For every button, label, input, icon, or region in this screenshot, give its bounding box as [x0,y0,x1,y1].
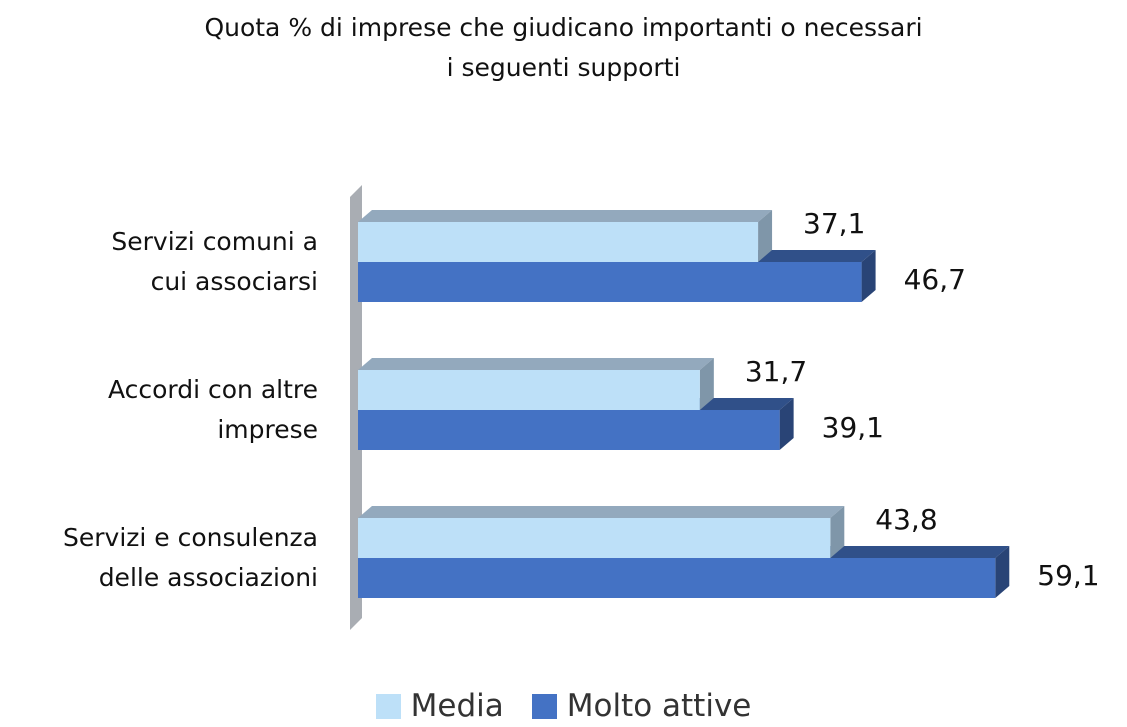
bar-side [779,398,794,450]
legend-item: Media [375,688,504,724]
bar-top [358,506,845,518]
value-label: 43,8 [875,503,937,536]
legend: Media Molto attive [0,688,1127,724]
bar-side [699,358,714,410]
bar-side [995,546,1010,598]
bar [358,222,759,262]
bar-top [358,358,714,370]
legend-swatch [531,693,557,719]
bar [358,518,831,558]
value-label: 59,1 [1037,559,1099,592]
bar-side [830,506,845,558]
value-label: 46,7 [904,263,966,296]
legend-item: Molto attive [531,688,752,724]
legend-label: Molto attive [566,688,752,724]
category-label: Servizi comuni a cui associarsi [111,227,318,296]
legend-label: Media [410,688,504,724]
chart-title: Quota % di imprese che giudicano importa… [204,13,923,82]
bar [358,262,862,302]
value-label: 37,1 [803,207,865,240]
legend-swatch [375,693,401,719]
value-label: 31,7 [745,355,807,388]
bar-top [358,210,773,222]
value-label: 39,1 [822,411,884,444]
bar-side [758,210,773,262]
category-label: Servizi e consulenza delle associazioni [63,523,318,592]
category-label: Accordi con altre imprese [107,375,318,444]
bar-side [861,250,876,302]
bar [358,558,996,598]
bar [358,370,700,410]
bar [358,410,780,450]
